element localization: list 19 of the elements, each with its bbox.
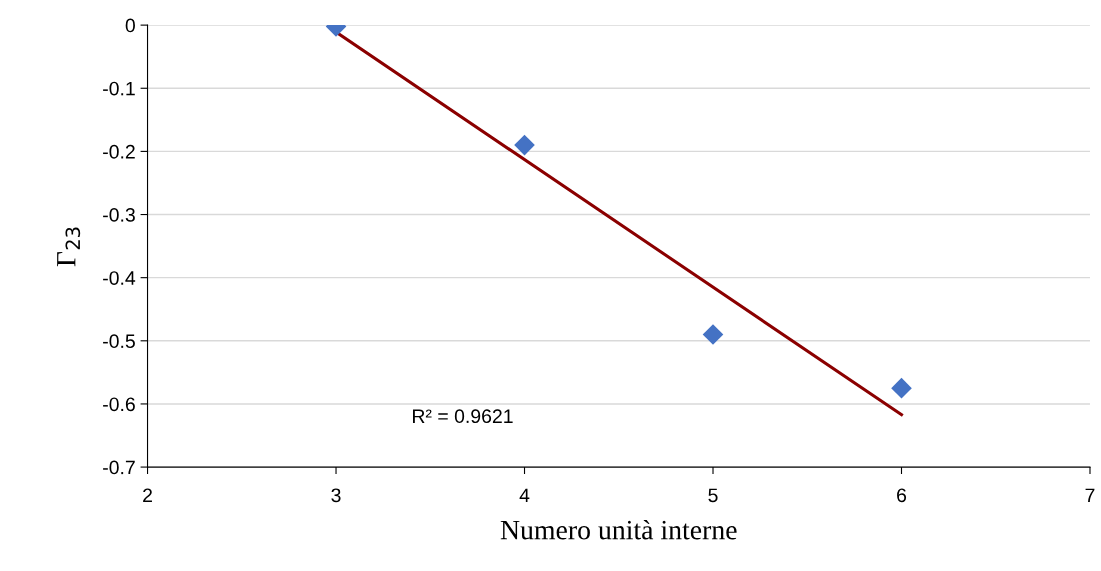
y-tick-label: -0.7 bbox=[103, 460, 135, 475]
y-tick-label: -0.1 bbox=[103, 81, 135, 96]
y-tick-label: -0.4 bbox=[103, 271, 136, 285]
point bbox=[702, 324, 724, 345]
x-tick-label: 6 bbox=[897, 488, 907, 503]
x-tick-label: 7 bbox=[1085, 488, 1095, 502]
annotation: R² = 0.9621 bbox=[413, 409, 513, 424]
point bbox=[891, 377, 912, 399]
x-axis-title: Numero unità interne bbox=[500, 519, 737, 540]
x-tick-label: 4 bbox=[519, 488, 530, 502]
x-tick-label: 2 bbox=[143, 488, 152, 502]
y-axis-title: Γ$_{23}$ bbox=[57, 227, 81, 267]
y-tick-label: 0 bbox=[125, 18, 135, 33]
y-tick-label: -0.5 bbox=[103, 334, 135, 349]
x-tick-label: 3 bbox=[331, 488, 341, 503]
y-tick-label: -0.2 bbox=[103, 144, 135, 159]
x-tick-label: 5 bbox=[708, 488, 718, 503]
y-tick-label: -0.6 bbox=[103, 397, 135, 412]
y-tick-label: -0.3 bbox=[103, 208, 135, 222]
